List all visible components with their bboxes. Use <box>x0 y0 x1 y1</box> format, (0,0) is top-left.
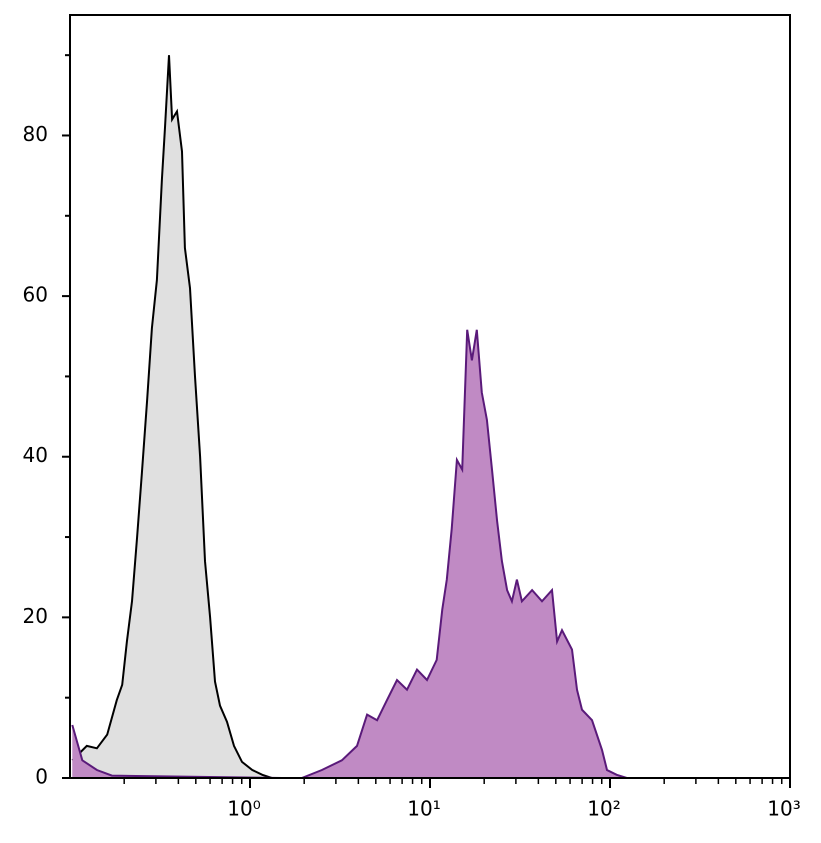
y-tick-label: 80 <box>23 122 48 146</box>
x-tick-label: 10³ <box>767 797 800 821</box>
x-tick-label: 10² <box>587 797 620 821</box>
x-tick-label: 10⁰ <box>227 797 260 821</box>
histogram-line <box>71 55 273 779</box>
histogram-line <box>71 329 628 779</box>
y-tick-label: 0 <box>35 765 48 789</box>
y-tick-label: 40 <box>23 443 48 467</box>
y-tick-label: 20 <box>23 604 48 628</box>
histogram-fill <box>72 55 272 778</box>
y-tick-label: 60 <box>23 283 48 307</box>
x-tick-label: 10¹ <box>407 797 440 821</box>
